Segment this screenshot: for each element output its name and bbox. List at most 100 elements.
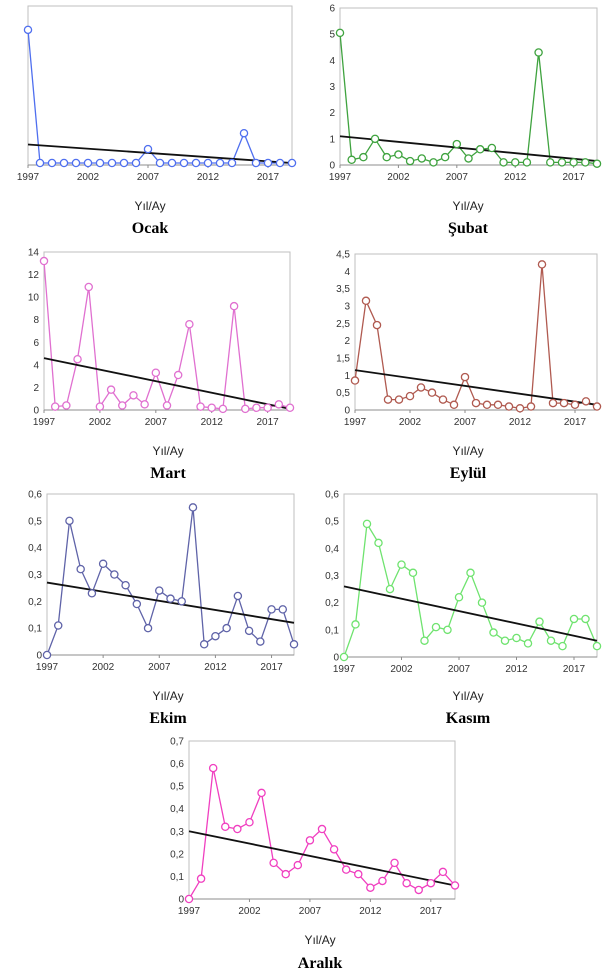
data-point <box>394 150 403 159</box>
x-tick-label: 2007 <box>145 417 168 428</box>
trend-line <box>354 369 598 406</box>
data-point <box>267 605 276 614</box>
x-tick-label: 2002 <box>238 906 261 917</box>
x-axis-label: Yıl/Ay <box>304 933 335 947</box>
data-point <box>129 391 138 400</box>
y-tick-label: 0,6 <box>28 490 42 501</box>
data-point <box>167 158 177 168</box>
data-point <box>559 398 569 408</box>
data-point <box>534 48 543 57</box>
data-point <box>239 128 249 138</box>
panel-title: Ocak <box>132 220 169 237</box>
data-point <box>251 158 261 168</box>
data-point <box>350 376 360 385</box>
data-point <box>184 894 194 904</box>
data-point <box>257 788 266 798</box>
data-point <box>241 404 250 414</box>
data-point <box>405 156 415 166</box>
x-tick-label: 2012 <box>359 906 382 917</box>
data-point <box>471 398 481 408</box>
panel-title: Aralık <box>298 955 343 972</box>
y-tick-label: 1 <box>329 134 335 145</box>
data-point <box>244 626 254 636</box>
data-point <box>438 867 448 877</box>
y-tick-label: 4 <box>344 267 350 278</box>
data-point <box>475 145 485 154</box>
data-point <box>275 158 285 168</box>
data-point <box>354 869 363 879</box>
y-tick-label: 0,3 <box>325 571 339 582</box>
data-point <box>252 403 261 412</box>
data-point <box>359 152 368 162</box>
data-point <box>546 158 555 167</box>
data-point <box>196 874 206 883</box>
y-tick-label: 0 <box>33 406 39 417</box>
data-point <box>431 622 441 632</box>
data-point <box>263 403 272 412</box>
y-tick-label: 0,6 <box>170 759 184 770</box>
data-point <box>526 402 536 411</box>
series-line <box>46 507 295 656</box>
data-point <box>59 158 69 168</box>
x-tick-label: 2007 <box>446 172 469 183</box>
data-point <box>487 143 497 153</box>
y-tick-label: 2 <box>329 108 335 119</box>
data-point <box>535 617 544 626</box>
data-point <box>374 538 383 548</box>
y-tick-label: 0,5 <box>325 517 339 528</box>
data-point <box>500 636 510 645</box>
data-point <box>179 158 189 168</box>
y-tick-label: 6 <box>329 4 335 15</box>
x-tick-label: 2012 <box>505 664 528 675</box>
y-tick-label: 10 <box>28 293 40 304</box>
series-line <box>27 29 292 164</box>
data-point <box>42 650 52 660</box>
x-tick-label: 2012 <box>201 417 224 428</box>
data-point <box>592 641 602 651</box>
data-point <box>515 404 525 413</box>
data-point <box>106 385 116 394</box>
data-point <box>173 370 183 380</box>
data-point <box>493 400 503 410</box>
data-point <box>83 158 93 168</box>
series-line <box>339 32 598 165</box>
panel-title: Şubat <box>448 220 489 237</box>
x-tick-label: 2002 <box>387 172 410 183</box>
data-point <box>464 154 473 163</box>
data-point <box>131 158 141 168</box>
data-point <box>482 400 492 410</box>
x-tick-label: 2002 <box>390 664 413 675</box>
x-tick-label: 1997 <box>333 664 356 675</box>
data-point <box>402 878 411 888</box>
data-point <box>548 398 558 408</box>
x-tick-label: 2012 <box>204 662 227 673</box>
y-tick-label: 0,2 <box>325 598 339 609</box>
y-tick-label: 2 <box>33 383 39 394</box>
data-point <box>366 883 375 892</box>
x-tick-label: 2017 <box>563 172 586 183</box>
y-tick-label: 12 <box>28 270 40 281</box>
plot-frame <box>27 5 293 166</box>
chart-panel-7: 0 0,1 0,2 0,3 0,4 0,5 0,6 0,7 1997 2002 2007 2012 20… <box>170 737 460 972</box>
y-tick-label: 0,7 <box>170 737 184 748</box>
data-point <box>427 388 437 397</box>
data-point <box>121 580 130 590</box>
data-point <box>211 631 220 641</box>
y-tick-label: 0,3 <box>170 827 184 838</box>
y-tick-label: 5 <box>329 30 335 41</box>
y-tick-label: 0,4 <box>28 543 42 554</box>
data-point <box>118 401 127 410</box>
data-point <box>460 372 470 382</box>
data-point <box>499 158 508 167</box>
data-point <box>466 568 475 578</box>
chart-panel-5: 0 0,1 0,2 0,3 0,4 0,5 0,6 1997 2002 2007 2012 2017 Y… <box>28 490 299 727</box>
data-point <box>185 319 194 329</box>
data-point <box>95 158 105 168</box>
data-point <box>362 519 372 529</box>
y-tick-label: 0,5 <box>28 516 42 527</box>
x-tick-label: 1997 <box>17 172 40 183</box>
data-point <box>347 155 356 165</box>
data-point <box>47 158 57 168</box>
data-point <box>558 641 567 651</box>
